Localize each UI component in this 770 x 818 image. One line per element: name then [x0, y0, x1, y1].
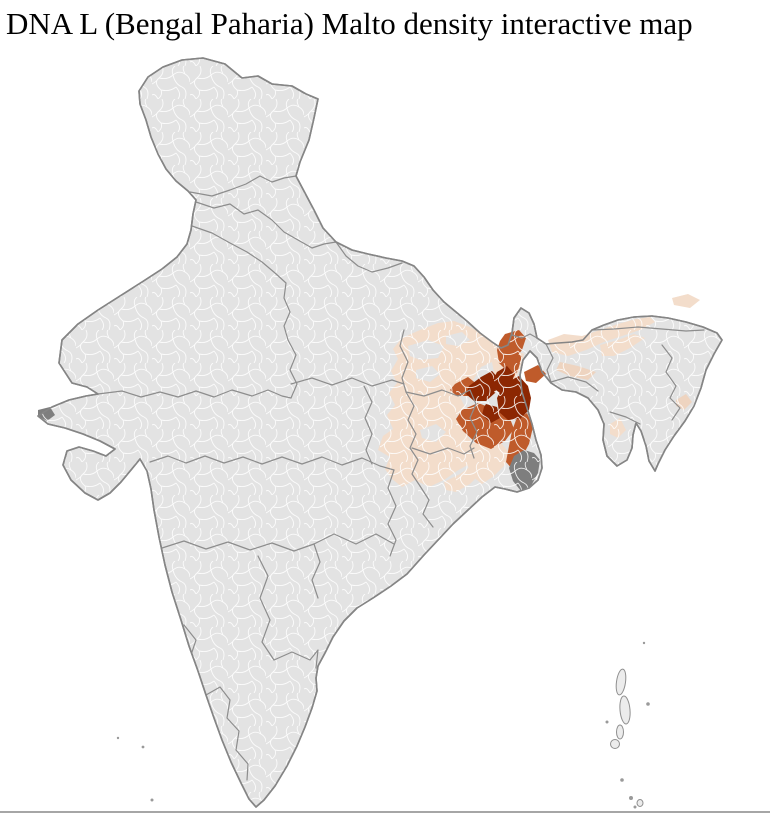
district-region-low-arunachal[interactable]: [672, 294, 700, 308]
lakshadweep-islands[interactable]: [116, 736, 154, 802]
bottom-divider: [0, 811, 770, 813]
page-title: DNA L (Bengal Paharia) Malto density int…: [6, 6, 693, 41]
andaman-nicobar-islands[interactable]: [605, 641, 650, 809]
state-boundaries: [97, 175, 705, 781]
